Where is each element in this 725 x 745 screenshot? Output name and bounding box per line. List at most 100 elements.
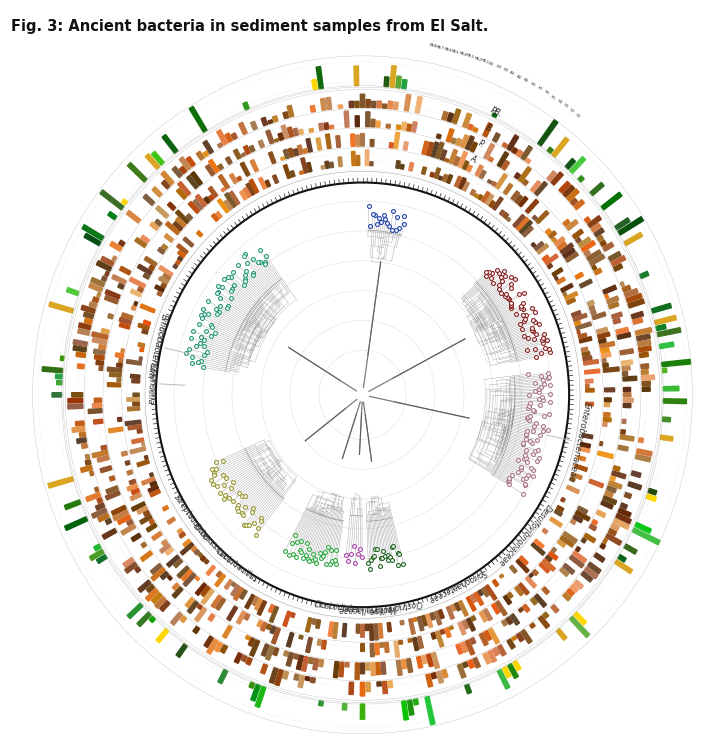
- Wedge shape: [442, 174, 448, 182]
- Wedge shape: [489, 200, 495, 208]
- Wedge shape: [125, 460, 130, 466]
- Wedge shape: [560, 283, 573, 292]
- Wedge shape: [503, 212, 508, 218]
- Wedge shape: [281, 125, 289, 139]
- Wedge shape: [536, 244, 549, 254]
- Wedge shape: [447, 606, 455, 619]
- Wedge shape: [310, 677, 315, 683]
- Wedge shape: [610, 476, 616, 481]
- Wedge shape: [662, 368, 667, 372]
- Wedge shape: [144, 273, 150, 279]
- Wedge shape: [555, 510, 563, 516]
- Wedge shape: [518, 607, 523, 612]
- Wedge shape: [532, 215, 537, 221]
- Wedge shape: [312, 618, 316, 624]
- Wedge shape: [127, 519, 133, 526]
- Wedge shape: [167, 575, 172, 580]
- Wedge shape: [177, 244, 189, 254]
- Wedge shape: [126, 210, 141, 223]
- Wedge shape: [150, 481, 157, 486]
- Wedge shape: [181, 542, 194, 555]
- Wedge shape: [355, 101, 359, 107]
- Wedge shape: [130, 289, 141, 297]
- Wedge shape: [57, 381, 62, 385]
- Wedge shape: [143, 320, 151, 326]
- Wedge shape: [196, 151, 204, 160]
- Wedge shape: [620, 349, 634, 355]
- Wedge shape: [318, 639, 322, 645]
- Wedge shape: [257, 620, 262, 627]
- Wedge shape: [208, 186, 218, 197]
- Wedge shape: [547, 171, 557, 181]
- Wedge shape: [98, 513, 109, 522]
- Wedge shape: [78, 364, 84, 369]
- Wedge shape: [565, 291, 578, 300]
- Wedge shape: [360, 133, 365, 146]
- Wedge shape: [662, 359, 691, 367]
- Wedge shape: [587, 300, 594, 306]
- Wedge shape: [173, 559, 183, 568]
- Text: PB6: PB6: [444, 47, 452, 53]
- Wedge shape: [573, 229, 584, 239]
- Wedge shape: [431, 633, 436, 639]
- Wedge shape: [511, 191, 520, 200]
- Wedge shape: [512, 148, 518, 153]
- Wedge shape: [99, 344, 106, 349]
- Wedge shape: [349, 682, 354, 694]
- Wedge shape: [315, 620, 320, 629]
- Wedge shape: [120, 266, 130, 275]
- Wedge shape: [488, 650, 497, 662]
- Wedge shape: [479, 611, 487, 622]
- Wedge shape: [80, 466, 92, 472]
- Wedge shape: [485, 585, 497, 600]
- Wedge shape: [642, 370, 648, 375]
- Wedge shape: [639, 346, 651, 352]
- Wedge shape: [149, 616, 155, 623]
- Wedge shape: [132, 379, 140, 383]
- Wedge shape: [109, 372, 121, 377]
- Wedge shape: [88, 283, 103, 292]
- Wedge shape: [602, 363, 608, 367]
- Wedge shape: [268, 152, 276, 164]
- Wedge shape: [158, 247, 165, 254]
- Wedge shape: [374, 624, 378, 640]
- Wedge shape: [261, 644, 269, 656]
- Wedge shape: [608, 252, 621, 261]
- Wedge shape: [617, 332, 631, 339]
- Wedge shape: [96, 503, 104, 510]
- Wedge shape: [121, 451, 128, 456]
- Wedge shape: [356, 135, 360, 146]
- Wedge shape: [516, 633, 524, 641]
- Wedge shape: [328, 622, 334, 636]
- Wedge shape: [149, 265, 154, 270]
- Wedge shape: [180, 616, 186, 623]
- Wedge shape: [622, 285, 631, 292]
- Wedge shape: [463, 113, 471, 128]
- Wedge shape: [245, 595, 254, 609]
- Wedge shape: [231, 582, 236, 587]
- Wedge shape: [594, 553, 605, 562]
- Text: Spirochaetaceae: Spirochaetaceae: [427, 568, 488, 605]
- Wedge shape: [135, 238, 146, 247]
- Wedge shape: [467, 618, 476, 631]
- Wedge shape: [84, 318, 92, 324]
- Wedge shape: [227, 606, 238, 621]
- Wedge shape: [316, 138, 322, 150]
- Wedge shape: [463, 161, 469, 170]
- Wedge shape: [603, 285, 616, 294]
- Wedge shape: [603, 417, 611, 422]
- Wedge shape: [637, 334, 650, 340]
- Wedge shape: [109, 476, 115, 481]
- Wedge shape: [409, 618, 415, 634]
- Wedge shape: [465, 640, 475, 655]
- Wedge shape: [415, 97, 422, 113]
- Wedge shape: [371, 101, 376, 107]
- Wedge shape: [659, 342, 674, 349]
- Wedge shape: [86, 492, 101, 501]
- Wedge shape: [425, 697, 435, 725]
- Text: PB5: PB5: [451, 48, 460, 55]
- Wedge shape: [283, 165, 291, 179]
- Wedge shape: [191, 546, 196, 551]
- Wedge shape: [93, 297, 99, 302]
- Wedge shape: [195, 577, 199, 581]
